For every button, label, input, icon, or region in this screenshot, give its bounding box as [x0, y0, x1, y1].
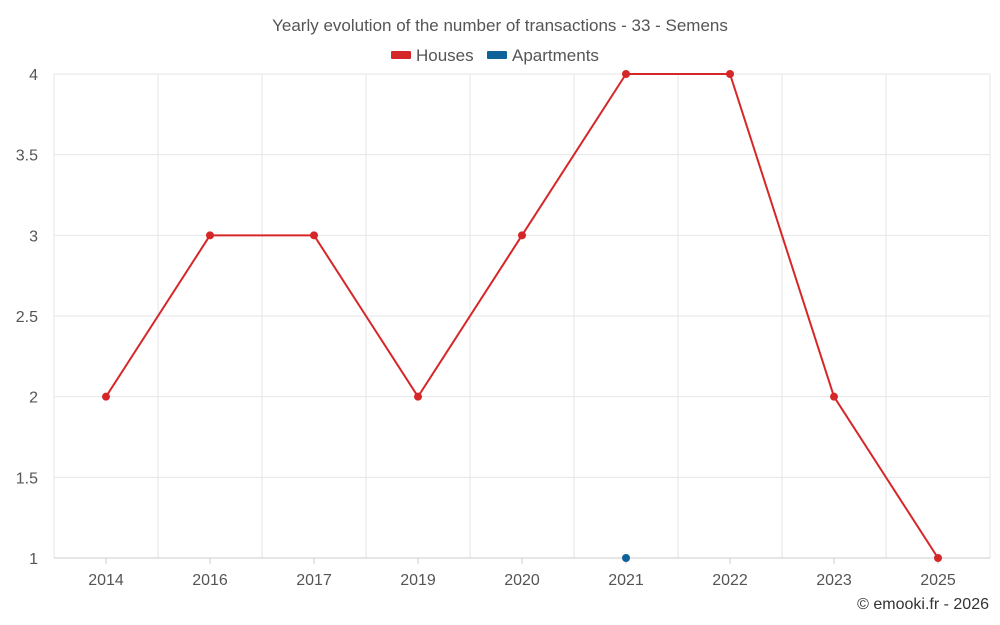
x-tick-label: 2025 [920, 572, 956, 589]
legend-label-apartments: Apartments [512, 46, 599, 65]
y-tick-label: 1.5 [16, 470, 38, 487]
credit-text: © emooki.fr - 2026 [857, 596, 989, 613]
data-point-houses[interactable] [622, 70, 630, 78]
y-tick-label: 2 [29, 390, 38, 407]
legend-label-houses: Houses [416, 46, 474, 65]
data-point-houses[interactable] [206, 231, 214, 240]
data-point-houses[interactable] [518, 231, 526, 240]
legend-item-houses[interactable]: Houses [391, 46, 474, 65]
legend-item-apartments[interactable]: Apartments [487, 46, 599, 65]
data-point-houses[interactable] [934, 554, 942, 562]
y-tick-label: 3 [29, 228, 38, 245]
x-tick-label: 2014 [88, 572, 124, 589]
y-tick-label: 4 [29, 67, 38, 84]
data-point-houses[interactable] [102, 392, 110, 401]
x-tick-label: 2021 [608, 572, 644, 589]
x-tick-label: 2023 [816, 572, 852, 589]
chart-title: Yearly evolution of the number of transa… [272, 16, 728, 35]
data-point-houses[interactable] [310, 231, 318, 240]
x-tick-label: 2020 [504, 572, 540, 589]
legend-swatch-houses [391, 51, 411, 59]
y-tick-label: 2.5 [16, 309, 38, 326]
x-tick-label: 2016 [192, 572, 228, 589]
data-point-houses[interactable] [830, 392, 838, 401]
y-tick-label: 1 [29, 551, 38, 568]
x-tick-label: 2019 [400, 572, 436, 589]
legend-swatch-apartments [487, 51, 507, 59]
data-point-apartments[interactable] [622, 554, 630, 562]
x-axis-ticks: 2014 2016 2017 2019 2020 2021 2022 2023 2025 [88, 558, 956, 589]
y-tick-label: 3.5 [16, 148, 38, 165]
x-tick-label: 2017 [296, 572, 332, 589]
series-layer [102, 70, 942, 562]
data-point-houses[interactable] [414, 392, 422, 401]
data-point-houses[interactable] [726, 70, 734, 78]
horizontal-gridlines [54, 73, 990, 478]
x-tick-label: 2022 [712, 572, 748, 589]
legend: Houses Apartments [391, 46, 599, 65]
y-axis-ticks: 1 1.5 2 2.5 3 3.5 4 [16, 67, 38, 568]
